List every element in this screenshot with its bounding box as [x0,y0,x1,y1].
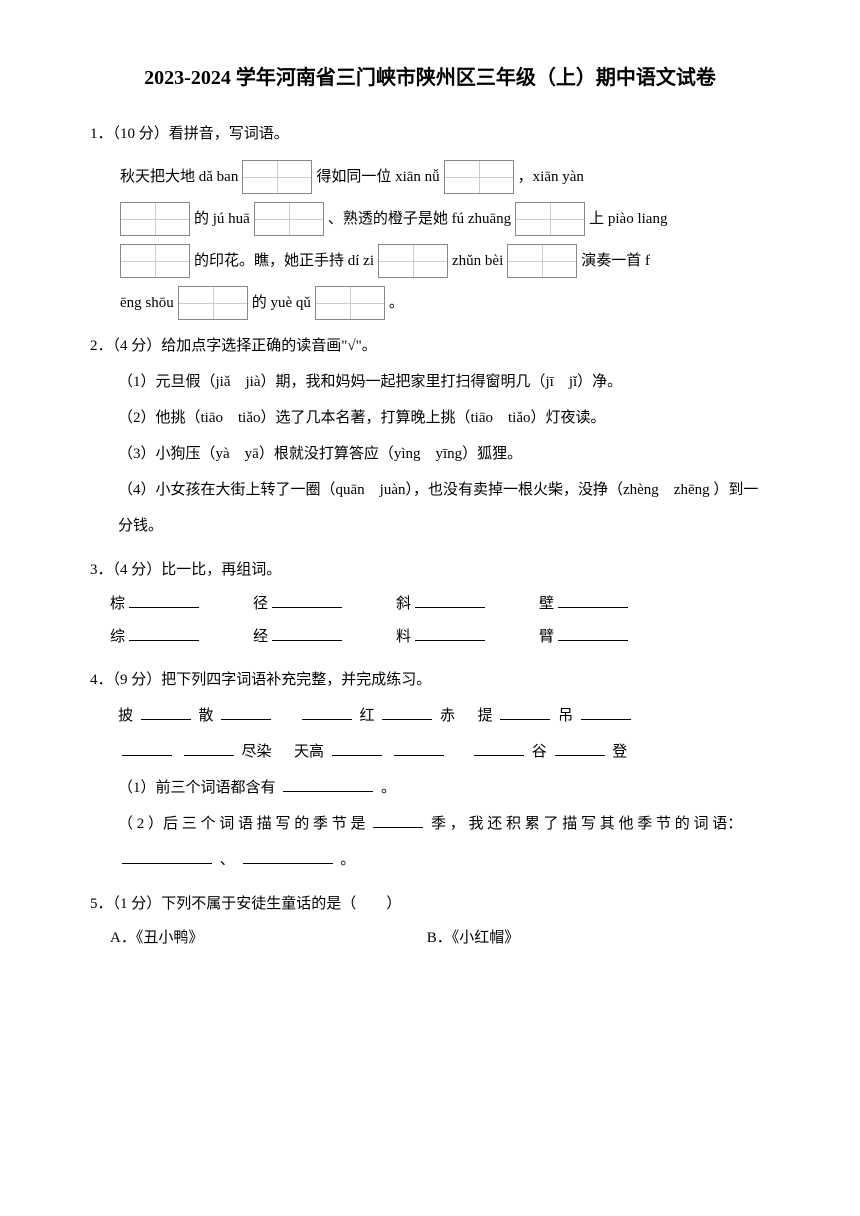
q3-char: 经 [253,621,268,654]
q5-choices: A．《丑小鸭》 B．《小红帽》 [90,922,770,955]
fill-blank[interactable] [500,701,550,720]
q4-header: 4．（9 分）把下列四字词语补充完整，并完成练习。 [90,662,770,698]
q4-sub2-end: 。 [340,852,355,868]
q1-line4: ēng shōu 的 yuè qǔ 。 [118,286,770,320]
question-5: 5．（1 分）下列不属于安徒生童话的是（ ） A．《丑小鸭》 B．《小红帽》 [90,886,770,955]
q3-row2: 综 经 料 臂 [90,621,770,654]
q1-line3: 的印花。瞧，她正手持 dí zi zhǔn bèi 演奏一首 f [118,244,770,278]
q4-char: 尽染 [242,744,272,760]
q4-char: 天高 [294,744,324,760]
q4-char: 提 [478,708,493,724]
question-2: 2．（4 分）给加点字选择正确的读音画"√"。 （1）元旦假（jiǎ jià）期… [90,328,770,544]
q4-sub2-pre: （ 2 ）后 三 个 词 语 描 写 的 季 节 是 [118,816,369,832]
fill-blank[interactable] [373,809,423,828]
char-input-box[interactable] [242,160,312,194]
fill-blank[interactable] [415,622,485,641]
q4-char: 红 [360,708,375,724]
fill-blank[interactable] [129,622,199,641]
q5-option-a[interactable]: A．《丑小鸭》 [110,922,427,955]
fill-blank[interactable] [272,589,342,608]
question-3: 3．（4 分）比一比，再组词。 棕 径 斜 壁 综 经 料 臂 [90,552,770,654]
fill-blank[interactable] [221,701,271,720]
q1-text: 秋天把大地 dǎ ban [120,167,238,188]
q3-char: 径 [253,588,268,621]
fill-blank[interactable] [382,701,432,720]
q1-text: ，xiān yàn [518,167,584,188]
q1-text: zhǔn bèi [452,251,503,272]
exam-title: 2023-2024 学年河南省三门峡市陕州区三年级（上）期中语文试卷 [90,60,770,96]
q4-char: 披 [118,708,133,724]
q1-text: 。 [389,293,404,314]
q3-char: 料 [396,621,411,654]
fill-blank[interactable] [243,845,333,864]
q4-row2: 尽染 天高 谷 登 [118,734,770,770]
fill-blank[interactable] [415,589,485,608]
q1-text: 上 piào liang [589,209,667,230]
q1-text: 的 jú huā [194,209,250,230]
q3-header: 3．（4 分）比一比，再组词。 [90,552,770,588]
fill-blank[interactable] [474,737,524,756]
q4-sub2: （ 2 ）后 三 个 词 语 描 写 的 季 节 是 季 ， 我 还 积 累 了… [118,806,770,878]
fill-blank[interactable] [558,622,628,641]
q4-row1: 披 散 红 赤 提 吊 [118,698,770,734]
q4-char: 吊 [558,708,573,724]
q1-text: 、熟透的橙子是她 fú zhuāng [328,209,511,230]
q4-sub2-mid: 季 ， 我 还 积 累 了 描 写 其 他 季 节 的 词 语： [431,816,742,832]
char-input-box[interactable] [178,286,248,320]
fill-blank[interactable] [141,701,191,720]
fill-blank[interactable] [332,737,382,756]
q4-sub1-text: （1）前三个词语都含有 [118,780,276,796]
q4-char: 散 [199,708,214,724]
fill-blank[interactable] [302,701,352,720]
q1-text: 的印花。瞧，她正手持 dí zi [194,251,374,272]
q4-char: 登 [612,744,627,760]
char-input-box[interactable] [120,244,190,278]
char-input-box[interactable] [315,286,385,320]
q5-option-b[interactable]: B．《小红帽》 [427,922,744,955]
char-input-box[interactable] [254,202,324,236]
q1-text: ēng shōu [120,293,174,314]
char-input-box[interactable] [515,202,585,236]
fill-blank[interactable] [129,589,199,608]
question-4: 4．（9 分）把下列四字词语补充完整，并完成练习。 披 散 红 赤 提 吊 尽染… [90,662,770,878]
fill-blank[interactable] [184,737,234,756]
fill-blank[interactable] [394,737,444,756]
fill-blank[interactable] [555,737,605,756]
q2-item1: （1）元旦假（jiǎ jià）期，我和妈妈一起把家里打扫得窗明几（jī jǐ）净… [118,364,770,400]
q2-item2: （2）他挑（tiāo tiǎo）选了几本名著，打算晚上挑（tiāo tiǎo）灯… [118,400,770,436]
q4-sub1: （1）前三个词语都含有 。 [118,770,770,806]
fill-blank[interactable] [283,773,373,792]
q3-char: 棕 [110,588,125,621]
q2-header: 2．（4 分）给加点字选择正确的读音画"√"。 [90,328,770,364]
q3-char: 斜 [396,588,411,621]
char-input-box[interactable] [444,160,514,194]
char-input-box[interactable] [120,202,190,236]
q2-item3: （3）小狗压（yà yā）根就没打算答应（yìng yīng）狐狸。 [118,436,770,472]
q1-line2: 的 jú huā 、熟透的橙子是她 fú zhuāng 上 piào liang [118,202,770,236]
fill-blank[interactable] [122,845,212,864]
fill-blank[interactable] [558,589,628,608]
q4-sub1-end: 。 [381,780,396,796]
char-input-box[interactable] [507,244,577,278]
q1-text: 的 yuè qǔ [252,293,311,314]
q4-char: 谷 [532,744,547,760]
q4-char: 赤 [440,708,455,724]
fill-blank[interactable] [272,622,342,641]
q2-item4: （4）小女孩在大街上转了一圈（quān juàn），也没有卖掉一根火柴，没挣（z… [118,472,770,544]
q1-text: 得如同一位 xiān nǚ [316,167,439,188]
q3-char: 综 [110,621,125,654]
q3-char: 臂 [539,621,554,654]
fill-blank[interactable] [122,737,172,756]
q1-text: 演奏一首 f [581,251,650,272]
question-1: 1．（10 分）看拼音，写词语。 秋天把大地 dǎ ban 得如同一位 xiān… [90,116,770,320]
q1-line1: 秋天把大地 dǎ ban 得如同一位 xiān nǚ ，xiān yàn [118,160,770,194]
q1-header: 1．（10 分）看拼音，写词语。 [90,116,770,152]
fill-blank[interactable] [581,701,631,720]
q5-header: 5．（1 分）下列不属于安徒生童话的是（ ） [90,886,770,922]
q3-row1: 棕 径 斜 壁 [90,588,770,621]
char-input-box[interactable] [378,244,448,278]
q3-char: 壁 [539,588,554,621]
q4-sep: 、 [220,852,235,868]
